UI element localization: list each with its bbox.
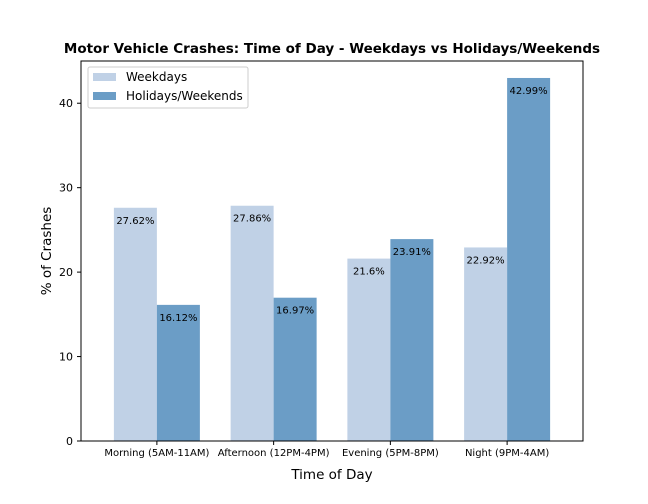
bar-weekdays-3 [464,247,508,441]
y-tick-label: 0 [66,435,73,448]
legend-entry: Weekdays [126,70,187,84]
y-tick-label: 40 [59,97,73,110]
bar-value-label: 16.97% [276,306,314,317]
bar-value-label: 27.62% [116,216,154,227]
bar-holidays-weekends-3 [507,77,551,442]
x-tick-label: Night (9PM-4AM) [465,448,549,459]
legend-swatch [93,92,116,100]
x-tick-label: Afternoon (12PM-4PM) [218,448,330,459]
bar-weekdays-0 [113,207,157,441]
x-axis-label: Time of Day [290,467,372,483]
axes-frame [80,60,584,442]
bar-value-label: 23.91% [393,247,431,258]
bar-value-label: 27.86% [233,214,271,225]
y-axis-label: % of Crashes [39,207,55,296]
plot-area: 27.62% 27.86% 21.6% 22.92% 16.12% 16.97% 23.91… [59,60,584,459]
bar-weekdays-2 [347,258,391,441]
bar-holidays-weekends-1 [273,297,317,441]
legend-entry: Holidays/Weekends [126,89,243,103]
y-tick-label: 10 [59,351,73,364]
chart-title: Motor Vehicle Crashes: Time of Day - Wee… [64,41,600,57]
legend-box [87,66,249,109]
y-tick-label: 20 [59,266,73,279]
bar-holidays-weekends-0 [156,304,200,441]
legend: Weekdays Holidays/Weekends [87,66,249,109]
bar-weekdays-1 [230,205,274,441]
bar-value-label: 16.12% [159,313,197,324]
x-tick-label: Morning (5AM-11AM) [104,448,209,459]
legend-swatch [93,73,116,81]
bar-value-label: 21.6% [353,267,385,278]
bar-value-label: 22.92% [467,255,505,266]
x-tick-label: Evening (5PM-8PM) [342,448,439,459]
bar-holidays-weekends-2 [390,239,434,441]
y-tick-label: 30 [59,182,73,195]
bar-value-label: 42.99% [510,86,548,97]
